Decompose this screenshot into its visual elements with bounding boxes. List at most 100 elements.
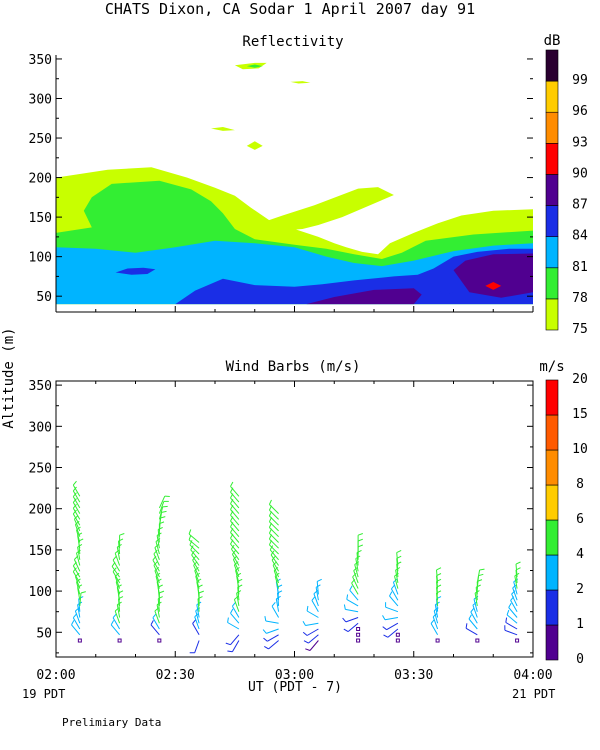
- wind-barb: [349, 585, 359, 601]
- wind-barb: [302, 620, 319, 626]
- wind-barb: [470, 607, 478, 624]
- wind-barb: [382, 615, 398, 621]
- x-tick-label: 03:00: [275, 668, 314, 683]
- wind-barb: [262, 628, 279, 634]
- wind-barb: [268, 499, 279, 514]
- y-tick-label: 250: [29, 462, 52, 477]
- wind-barb: [158, 510, 167, 526]
- wind-barb: [189, 540, 200, 555]
- wind-barb: [385, 602, 399, 613]
- wind-colorbar-swatch: [545, 414, 559, 451]
- y-tick-label: 350: [29, 379, 52, 394]
- wind-barb: [158, 505, 168, 520]
- y-tick-label: 50: [36, 626, 52, 641]
- wind-barb: [343, 604, 359, 613]
- figure-title: CHATS Dixon, CA Sodar 1 April 2007 day 9…: [105, 0, 475, 18]
- wind-calm-marker: [157, 638, 162, 643]
- wind-colorbar-swatch: [545, 519, 559, 556]
- y-tick-label: 100: [29, 251, 52, 266]
- reflectivity-colorbar-swatch: [545, 298, 559, 331]
- wind-barb: [315, 584, 321, 601]
- wind-y-axis: 50 100 150 200 250 300 350: [29, 379, 533, 657]
- reflectivity-colorbar-swatch: [545, 80, 559, 113]
- wind-barb: [303, 634, 319, 644]
- wind-barbs-title: Wind Barbs (m/s): [226, 359, 361, 375]
- wind-colorbar-tick-label: 15: [572, 407, 588, 422]
- wind-barb: [271, 601, 280, 618]
- wind-barb: [158, 500, 169, 514]
- wind-barb: [189, 640, 200, 654]
- wind-barb: [476, 568, 485, 583]
- wind-barb: [153, 561, 160, 578]
- wind-barb: [72, 498, 81, 514]
- wind-barb: [73, 515, 81, 532]
- wind-colorbar-swatch: [545, 484, 559, 521]
- wind-barb: [192, 619, 200, 636]
- wind-barb: [264, 616, 279, 624]
- y-tick-label: 300: [29, 420, 52, 435]
- reflectivity-colorbar-tick-label: 99: [572, 73, 588, 88]
- wind-calm-marker: [356, 632, 361, 637]
- reflectivity-y-axis: 50 100 150 200 250 300 350: [29, 53, 533, 312]
- wind-barb: [152, 613, 160, 630]
- wind-barb: [225, 634, 240, 646]
- wind-barb: [158, 495, 170, 509]
- wind-barb: [157, 526, 163, 543]
- wind-calm-marker: [77, 638, 82, 643]
- wind-barb: [343, 622, 359, 633]
- wind-calm-marker: [475, 638, 480, 643]
- wind-barb: [357, 533, 363, 549]
- wind-colorbar-tick-label: 10: [572, 442, 588, 457]
- wind-calm-marker: [356, 626, 361, 631]
- wind-barb: [511, 590, 518, 607]
- reflectivity-colorbar-swatch: [545, 205, 559, 237]
- wind-barb: [72, 613, 81, 630]
- reflectivity-colorbar: 75 78 81 84 87 90 93 96 99: [545, 49, 588, 337]
- wind-colorbar-tick-label: 4: [576, 547, 584, 562]
- wind-calm-marker: [515, 638, 520, 643]
- wind-barb: [227, 640, 240, 653]
- wind-calm-marker: [435, 638, 440, 643]
- reflectivity-colorbar-tick-label: 84: [572, 229, 588, 244]
- wind-barb: [302, 628, 319, 636]
- reflectivity-colorbar-swatch: [545, 236, 559, 269]
- wind-barb: [505, 617, 518, 630]
- wind-barbs: [71, 480, 521, 654]
- reflectivity-colorbar-swatch: [545, 267, 559, 300]
- wind-colorbar-label: m/s: [539, 359, 564, 375]
- reflectivity-colorbar-tick-label: 93: [572, 135, 588, 150]
- wind-barb: [153, 549, 160, 566]
- wind-barb: [230, 608, 240, 624]
- wind-barb: [352, 572, 359, 589]
- wind-barb: [72, 567, 81, 584]
- y-tick-label: 50: [36, 290, 52, 305]
- reflectivity-panel: Reflectivity 50 100 150 200 250 300 350 75 78 81…: [29, 33, 588, 337]
- reflectivity-colorbar-label: dB: [544, 33, 561, 49]
- y-tick-label: 200: [29, 503, 52, 518]
- wind-colorbar-tick-label: 8: [576, 477, 584, 492]
- wind-colorbar: 0 1 2 4 6 8 10 15 20: [545, 372, 588, 667]
- wind-barb: [188, 535, 200, 549]
- wind-colorbar-tick-label: 2: [576, 582, 584, 597]
- y-tick-label: 100: [29, 585, 52, 600]
- reflectivity-region-8: [437, 289, 454, 295]
- x-axis-label: UT (PDT - 7): [248, 680, 342, 695]
- wind-barb: [230, 481, 240, 497]
- wind-x-axis: 02:00 02:30 03:00 03:30 04:00: [36, 381, 553, 683]
- y-axis-label: Altitude (m): [1, 327, 17, 428]
- wind-calm-marker: [356, 638, 361, 643]
- wind-barb: [71, 620, 81, 636]
- reflectivity-region-11: [246, 64, 263, 68]
- wind-colorbar-swatch: [545, 449, 559, 486]
- wind-barb: [72, 480, 81, 497]
- wind-calm-marker: [117, 638, 122, 643]
- wind-barb: [357, 544, 363, 560]
- wind-barb: [436, 567, 442, 583]
- footer-note: Prelimiary Data: [62, 716, 161, 729]
- wind-barb: [396, 549, 402, 566]
- wind-barb: [515, 561, 521, 578]
- y-tick-label: 200: [29, 172, 52, 187]
- wind-barb: [74, 520, 81, 537]
- reflectivity-title: Reflectivity: [242, 34, 343, 50]
